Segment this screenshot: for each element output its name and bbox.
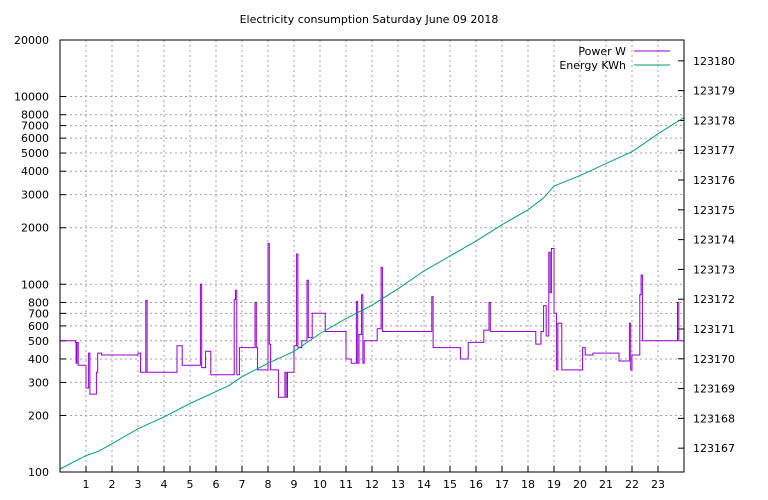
y-right-tick-label: 123167 [693,442,735,455]
y-left-tick-label: 1000 [21,278,49,291]
x-tick-label: 16 [469,478,483,491]
x-tick-label: 1 [83,478,90,491]
x-tick-label: 8 [265,478,272,491]
y-left-tick-label: 8000 [21,109,49,122]
y-left-tick-label: 700 [28,307,49,320]
y-left-tick-label: 300 [28,376,49,389]
y-right-tick-label: 123176 [693,174,735,187]
y-right-tick-label: 123179 [693,85,735,98]
y-right-tick-label: 123173 [693,263,735,276]
x-tick-label: 7 [239,478,246,491]
x-tick-label: 9 [291,478,298,491]
y-right-tick-label: 123169 [693,383,735,396]
y-right-tick-label: 123170 [693,353,735,366]
y-left-tick-label: 20000 [14,34,49,47]
grid [60,39,684,473]
axis-ticks: 1 2 3 4 5 6 7 8 9 10 11 12 13 14 15 16 17 18 19 20 21 22 23100… [14,34,735,491]
y-left-tick-label: 600 [28,320,49,333]
y-left-tick-label: 4000 [21,165,49,178]
y-left-tick-label: 7000 [21,120,49,133]
x-tick-label: 11 [339,478,353,491]
y-right-tick-label: 123175 [693,204,735,217]
x-tick-label: 23 [651,478,665,491]
x-tick-label: 5 [187,478,194,491]
x-tick-label: 6 [213,478,220,491]
x-tick-label: 17 [495,478,509,491]
chart-title: Electricity consumption Saturday June 09… [240,13,499,26]
series-line-energy [59,117,685,470]
x-tick-label: 10 [313,478,327,491]
y-right-tick-label: 123171 [693,323,735,336]
x-tick-label: 20 [573,478,587,491]
y-left-tick-label: 100 [28,466,49,479]
x-tick-label: 2 [109,478,116,491]
y-left-tick-label: 5000 [21,147,49,160]
x-tick-label: 13 [391,478,405,491]
y-left-tick-label: 500 [28,335,49,348]
y-left-tick-label: 3000 [21,189,49,202]
y-right-tick-label: 123172 [693,293,735,306]
y-left-tick-label: 6000 [21,132,49,145]
x-tick-label: 4 [161,478,168,491]
x-tick-label: 15 [443,478,457,491]
y-right-tick-label: 123177 [693,144,735,157]
x-tick-label: 3 [135,478,142,491]
x-tick-label: 21 [599,478,613,491]
x-tick-label: 18 [521,478,535,491]
series [59,117,685,470]
legend-label: Energy KWh [559,59,626,72]
y-right-tick-label: 123180 [693,55,735,68]
y-left-tick-label: 200 [28,409,49,422]
y-left-tick-label: 2000 [21,222,49,235]
y-left-tick-label: 10000 [14,91,49,104]
x-tick-label: 19 [547,478,561,491]
plot-border [59,39,685,473]
y-left-tick-label: 800 [28,296,49,309]
legend-label: Power W [578,45,626,58]
y-right-tick-label: 123174 [693,234,735,247]
y-right-tick-label: 123178 [693,114,735,127]
series-line-power [60,242,684,398]
y-right-tick-label: 123168 [693,412,735,425]
y-left-tick-label: 400 [28,353,49,366]
x-tick-label: 22 [625,478,639,491]
x-tick-label: 14 [417,478,431,491]
x-tick-label: 12 [365,478,379,491]
